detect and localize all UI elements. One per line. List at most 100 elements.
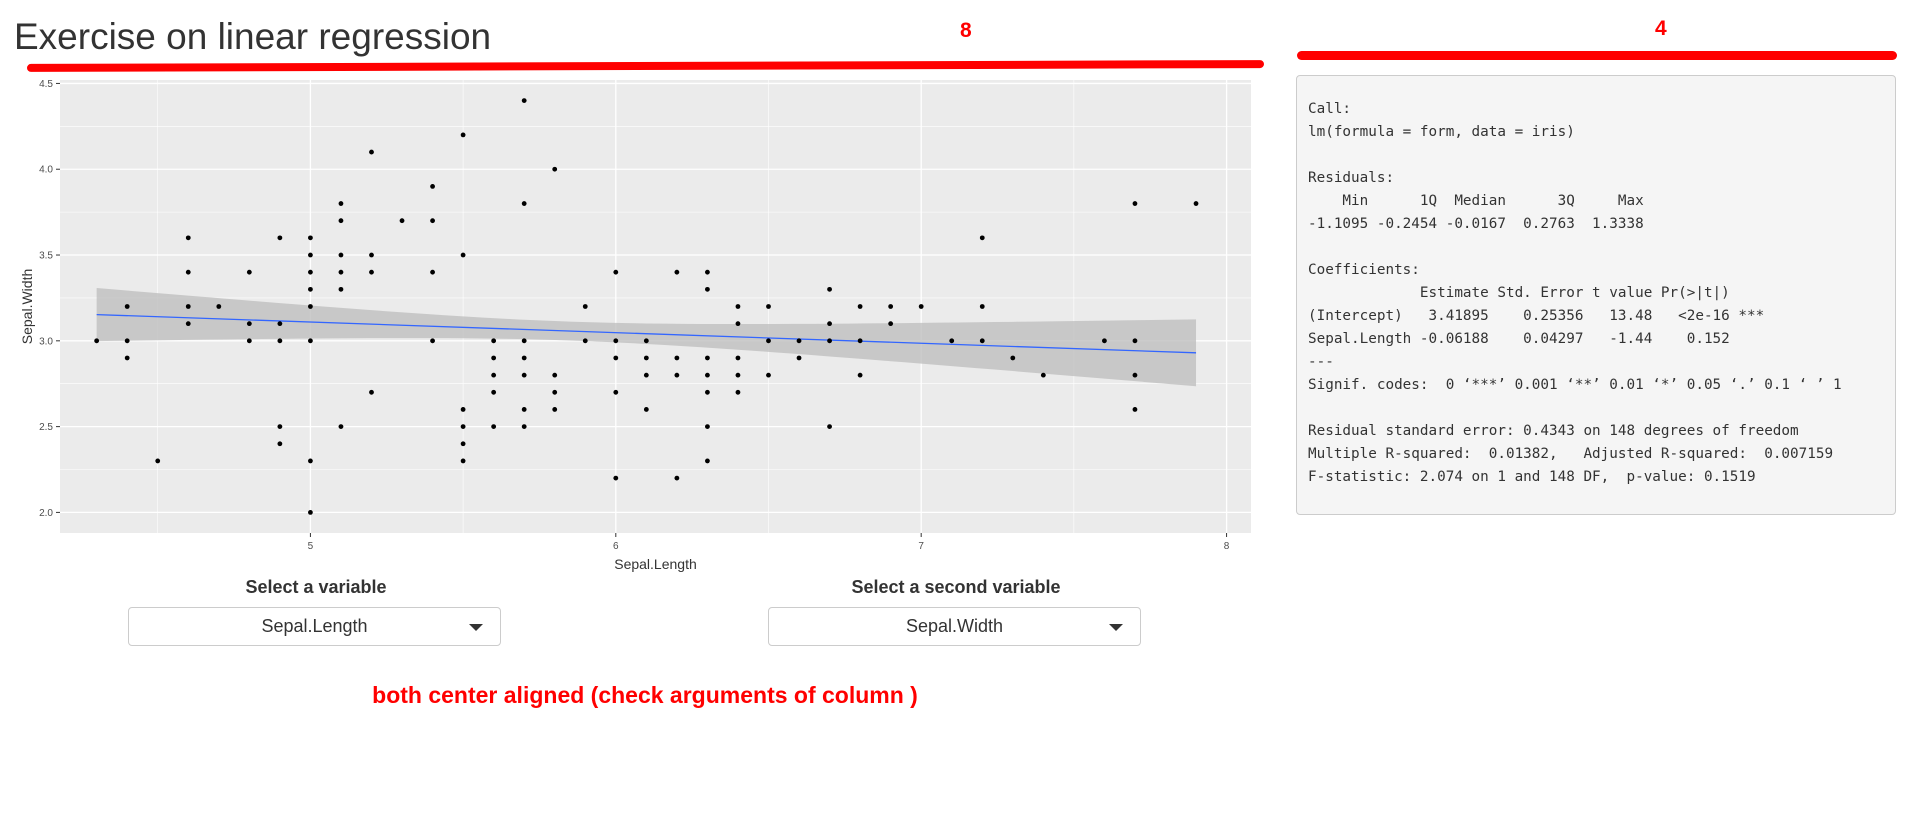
data-point [216, 304, 222, 309]
second-variable-select-label: Select a second variable [851, 577, 1061, 597]
data-point [338, 424, 344, 430]
data-point [643, 407, 649, 412]
data-point [185, 321, 191, 327]
x-tick-label: 8 [1224, 541, 1230, 552]
data-point [766, 338, 771, 344]
data-point [735, 372, 741, 378]
data-point [674, 372, 680, 378]
data-point [338, 286, 344, 292]
data-point [155, 458, 161, 464]
summary-line: F-statistic: 2.074 on 1 and 148 DF, p-va… [1308, 469, 1756, 485]
summary-line: Residual standard error: 0.4343 on 148 d… [1308, 423, 1799, 439]
data-point [521, 98, 527, 103]
data-point [277, 424, 283, 430]
data-point [308, 286, 313, 292]
y-axis-label: Sepal.Width [19, 269, 35, 344]
second-variable-select-value: Sepal.Width [905, 616, 1004, 636]
data-point [888, 304, 894, 309]
data-point [735, 355, 741, 361]
y-tick-label: 3.0 [39, 336, 53, 347]
data-point [338, 252, 344, 258]
data-point [308, 510, 313, 515]
data-point [613, 269, 619, 275]
data-point [613, 475, 619, 481]
column-width-annotation-left: 8 [960, 19, 972, 42]
summary-line: Min 1Q Median 3Q Max [1308, 193, 1653, 209]
data-point [521, 424, 527, 430]
data-point [705, 355, 710, 361]
summary-line: Call: [1308, 101, 1352, 117]
data-point [124, 355, 130, 361]
annotation-underline-right [1297, 51, 1897, 60]
data-point [735, 304, 741, 309]
data-point [979, 304, 985, 309]
data-point [460, 458, 466, 464]
data-point [460, 424, 466, 430]
data-point [827, 286, 832, 292]
data-point [124, 304, 130, 309]
data-point [674, 269, 680, 275]
data-point [369, 252, 374, 258]
data-point [460, 441, 466, 447]
data-point [918, 304, 924, 309]
data-point [521, 201, 527, 206]
y-tick-label: 3.5 [39, 251, 53, 262]
data-point [1010, 355, 1016, 361]
data-point [460, 407, 466, 412]
data-point [521, 407, 527, 412]
data-point [338, 269, 344, 275]
variable-select-value: Sepal.Length [261, 616, 368, 636]
data-point [1132, 338, 1138, 344]
summary-line: Residuals: [1308, 170, 1395, 186]
data-point [185, 304, 191, 309]
summary-line: lm(formula = form, data = iris) [1308, 124, 1575, 140]
data-point [277, 321, 283, 327]
data-point [308, 338, 313, 344]
data-point [1193, 201, 1199, 206]
variable-select[interactable]: Sepal.Length [128, 607, 501, 646]
data-point [643, 372, 649, 378]
y-tick-label: 4.5 [39, 79, 53, 90]
confidence-band [96, 287, 1197, 387]
y-tick-label: 2.5 [39, 422, 53, 433]
data-point [430, 218, 435, 224]
data-point [521, 355, 527, 361]
data-point [460, 132, 466, 138]
regression-line [96, 313, 1197, 354]
data-point [491, 424, 497, 430]
data-point [552, 166, 558, 172]
data-point [705, 424, 710, 430]
summary-line: -1.1095 -0.2454 -0.0167 0.2763 1.3338 [1308, 216, 1653, 232]
data-point [705, 389, 710, 395]
data-point [735, 321, 741, 327]
data-point [491, 338, 497, 344]
data-point [491, 355, 497, 361]
second-variable-select[interactable]: Sepal.Width [768, 607, 1141, 646]
data-point [888, 321, 894, 327]
data-point [185, 269, 191, 275]
data-point [613, 338, 619, 344]
column-width-annotation-right: 4 [1655, 17, 1667, 40]
data-point [674, 355, 680, 361]
data-point [582, 338, 588, 344]
data-point [1132, 407, 1138, 412]
data-point [369, 389, 374, 395]
summary-line: Signif. codes: 0 ‘***’ 0.001 ‘**’ 0.01 ‘… [1308, 377, 1842, 393]
data-point [308, 269, 313, 275]
data-point [613, 389, 619, 395]
data-point [643, 338, 649, 344]
regression-summary-output: Call: lm(formula = form, data = iris) Re… [1296, 75, 1896, 515]
data-point [674, 475, 680, 481]
data-point [521, 338, 527, 344]
data-point [827, 321, 832, 327]
alignment-annotation: both center aligned (check arguments of … [372, 682, 918, 708]
data-point [308, 458, 313, 464]
data-point [246, 338, 252, 344]
data-point [796, 355, 802, 361]
data-point [246, 269, 252, 275]
data-point [735, 389, 741, 395]
data-point [552, 372, 558, 378]
data-point [277, 338, 283, 344]
data-point [94, 338, 100, 344]
data-point [705, 372, 710, 378]
